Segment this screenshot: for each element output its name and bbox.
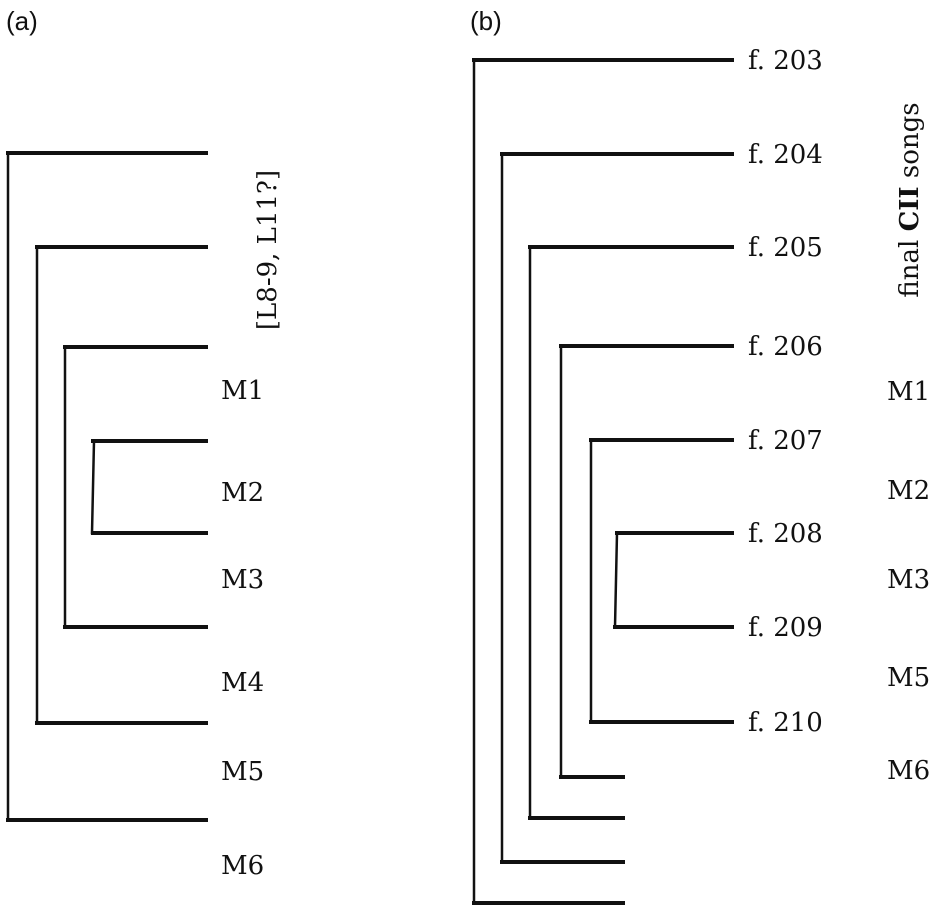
panel-b-label: (b) [470,6,502,36]
folio-label-209: f. 209 [748,613,823,643]
leaf-a-m6: M6 [221,851,264,881]
folio-label-210: f. 210 [748,708,823,738]
panel-b: (b) f. 203 f. 204 f. 205 f. 206 f. 207 f… [470,6,930,905]
leaf-a-m3: M3 [221,565,264,595]
folio-label-207: f. 207 [748,426,823,456]
bracket-label: [L8-9, L11?] [253,170,283,330]
side-note-suffix: songs [895,102,925,186]
panel-a: (a) [L8-9, L11?] M1 M2 M3 M4 M5 M6 [6,6,283,881]
folio-label-205: f. 205 [748,233,823,263]
leaf-a-m4: M4 [221,668,264,698]
side-note-prefix: final [895,231,925,297]
leaf-b-m6: M6 [887,756,930,786]
folio-label-203: f. 203 [748,46,823,76]
folio-label-208: f. 208 [748,519,823,549]
leaf-b-m5: M5 [887,663,930,693]
leaf-a-m5: M5 [221,757,264,787]
leaf-b-m1: M1 [887,377,930,407]
tree-b-connector-6 [613,531,619,629]
folio-label-204: f. 204 [748,140,823,170]
panel-a-label: (a) [6,6,38,36]
leaf-a-m2: M2 [221,478,264,508]
tree-a-connector-4 [90,439,96,535]
leaf-b-m2: M2 [887,476,930,506]
side-note: final CII songs [895,102,925,297]
folio-label-206: f. 206 [748,332,823,362]
leaf-b-m3: M3 [887,565,930,595]
side-note-bold: CII [895,186,925,231]
leaf-a-m1: M1 [221,376,264,406]
